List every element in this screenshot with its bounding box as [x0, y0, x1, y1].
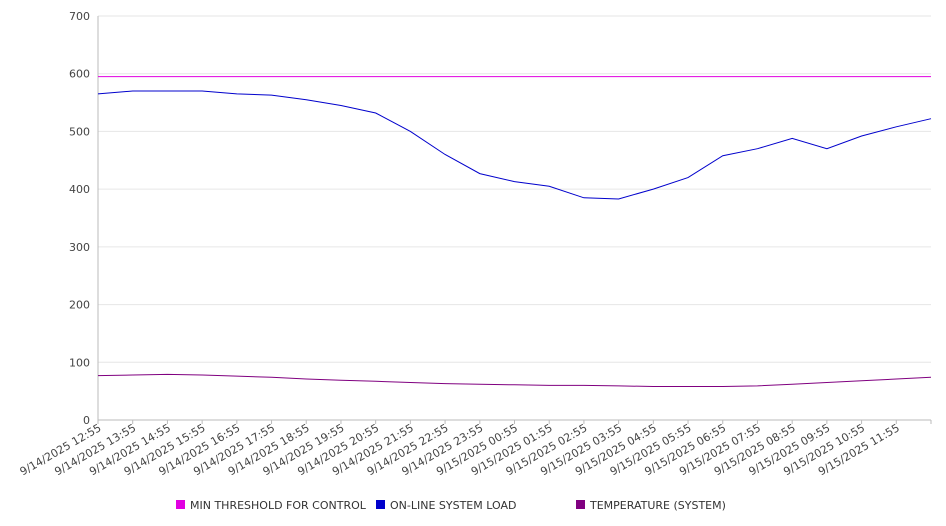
legend-label: ON-LINE SYSTEM LOAD: [390, 499, 516, 512]
legend-label: TEMPERATURE (SYSTEM): [589, 499, 726, 512]
y-tick-label: 0: [83, 414, 90, 427]
y-tick-label: 400: [69, 183, 90, 196]
axes: 0 100 200 300 400 500 600 700: [69, 10, 932, 427]
legend-swatch: [176, 500, 185, 509]
y-tick-label: 100: [69, 356, 90, 369]
x-tick-labels: 9/14/2025 12:559/14/2025 13:559/14/2025 …: [18, 421, 902, 478]
legend-label: MIN THRESHOLD FOR CONTROL: [190, 499, 367, 512]
y-tick-label: 300: [69, 241, 90, 254]
series-lines: [97, 76, 932, 387]
y-tick-label: 200: [69, 299, 90, 312]
legend-swatch: [376, 500, 385, 509]
gridlines: [98, 15, 931, 363]
legend-swatch: [576, 500, 585, 509]
series-line-3: [97, 373, 932, 387]
y-tick-label: 600: [69, 68, 90, 81]
legend: MIN THRESHOLD FOR CONTROL ON-LINE SYSTEM …: [176, 499, 726, 512]
y-tick-label: 700: [69, 10, 90, 23]
y-tick-label: 500: [69, 125, 90, 138]
series-line-2: [97, 90, 932, 200]
